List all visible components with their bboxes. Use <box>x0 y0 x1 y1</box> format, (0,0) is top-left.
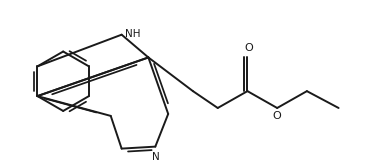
Text: NH: NH <box>125 29 140 39</box>
Text: O: O <box>273 111 282 121</box>
Text: N: N <box>152 152 160 162</box>
Text: O: O <box>244 43 253 53</box>
